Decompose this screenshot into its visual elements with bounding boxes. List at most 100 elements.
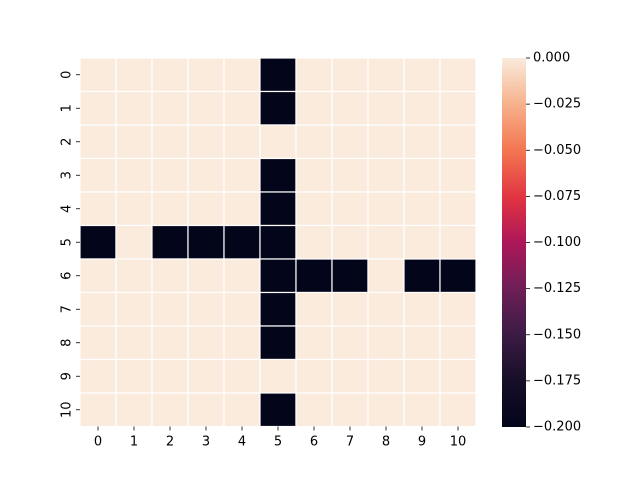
heatmap-cell (367, 224, 405, 260)
heatmap-cell (295, 291, 333, 327)
heatmap-cell (223, 57, 261, 93)
heatmap-cell (187, 57, 225, 93)
heatmap-cell (367, 124, 405, 160)
x-tick-label: 1 (130, 435, 138, 450)
heatmap-cell (79, 224, 117, 260)
heatmap-cell (367, 157, 405, 193)
heatmap-cell (259, 90, 297, 126)
heatmap-cell (403, 358, 441, 394)
heatmap-cell (403, 224, 441, 260)
heatmap-cell (223, 291, 261, 327)
x-tick-label: 8 (382, 435, 390, 450)
x-axis: 0 1 2 3 4 5 6 7 8 9 10 (94, 426, 467, 450)
heatmap-cell (187, 258, 225, 294)
heatmap-cell (79, 291, 117, 327)
heatmap-cell (367, 191, 405, 227)
heatmap-cell (151, 124, 189, 160)
heatmap-cell (331, 57, 369, 93)
heatmap-cell (259, 358, 297, 394)
heatmap-cell (79, 358, 117, 394)
heatmap-cell (403, 57, 441, 93)
heatmap-cell (151, 57, 189, 93)
heatmap-cell (367, 90, 405, 126)
heatmap-cell (79, 157, 117, 193)
heatmap-cell (151, 224, 189, 260)
heatmap-cell (187, 358, 225, 394)
heatmap-cell (259, 57, 297, 93)
heatmap-cell (367, 57, 405, 93)
heatmap-cell (151, 392, 189, 428)
y-tick-label: 6 (60, 272, 75, 280)
heatmap-cell (403, 325, 441, 361)
heatmap-cell (259, 157, 297, 193)
x-tick-label: 7 (346, 435, 354, 450)
heatmap-cell (295, 157, 333, 193)
heatmap-cell (403, 392, 441, 428)
heatmap-cell (187, 191, 225, 227)
heatmap-cell (187, 90, 225, 126)
x-tick-label: 10 (450, 435, 467, 450)
heatmap-cell (331, 124, 369, 160)
colorbar-gradient (502, 58, 526, 427)
heatmap-cell (151, 258, 189, 294)
heatmap-cell (223, 325, 261, 361)
heatmap-cell (403, 124, 441, 160)
heatmap-cell (295, 358, 333, 394)
heatmap-cell (115, 157, 153, 193)
x-tick-label: 9 (418, 435, 426, 450)
heatmap-cell (403, 90, 441, 126)
heatmap-cell (115, 224, 153, 260)
heatmap-cell (295, 57, 333, 93)
heatmap-cell (187, 392, 225, 428)
heatmap-cell (151, 325, 189, 361)
heatmap-cell (223, 392, 261, 428)
y-axis: 0 1 2 3 4 5 6 7 8 9 10 (60, 71, 80, 418)
heatmap-cell (439, 224, 477, 260)
heatmap-cell (259, 191, 297, 227)
y-tick-label: 1 (60, 104, 75, 112)
heatmap-cell (115, 57, 153, 93)
heatmap-cell (187, 124, 225, 160)
x-tick-label: 4 (238, 435, 246, 450)
heatmap-cell (187, 224, 225, 260)
heatmap-cell (187, 291, 225, 327)
colorbar-tick-label: −0.200 (533, 420, 581, 435)
heatmap-cell (79, 392, 117, 428)
heatmap-cell (79, 191, 117, 227)
heatmap-cell (223, 157, 261, 193)
heatmap-cell (115, 325, 153, 361)
heatmap-cell (439, 258, 477, 294)
x-tick-label: 3 (202, 435, 210, 450)
heatmap-cell (367, 358, 405, 394)
heatmap-cell (223, 90, 261, 126)
heatmap-cell (259, 258, 297, 294)
heatmap-cell (79, 124, 117, 160)
colorbar-tick-label: −0.075 (533, 189, 581, 204)
y-tick-label: 10 (60, 401, 75, 418)
heatmap-cell (331, 191, 369, 227)
heatmap-cell (439, 392, 477, 428)
heatmap-cell (439, 90, 477, 126)
heatmap-cell (223, 191, 261, 227)
colorbar-tick-label: 0.000 (533, 51, 570, 66)
heatmap-cell (115, 258, 153, 294)
heatmap-cell (79, 57, 117, 93)
x-tick-label: 0 (94, 435, 102, 450)
colorbar-tick-label: −0.100 (533, 235, 581, 250)
heatmap-cell (259, 291, 297, 327)
y-tick-label: 0 (60, 71, 75, 79)
heatmap-cell (151, 90, 189, 126)
heatmap-cell (79, 258, 117, 294)
heatmap-cell (223, 224, 261, 260)
heatmap-cell (403, 291, 441, 327)
heatmap-cell (115, 392, 153, 428)
colorbar-tick-label: −0.025 (533, 97, 581, 112)
heatmap-cell (295, 90, 333, 126)
heatmap-cell (259, 124, 297, 160)
heatmap-cell (331, 157, 369, 193)
heatmap-cell (223, 258, 261, 294)
heatmap-cell (331, 90, 369, 126)
heatmap-cell (331, 325, 369, 361)
heatmap-cell (295, 191, 333, 227)
